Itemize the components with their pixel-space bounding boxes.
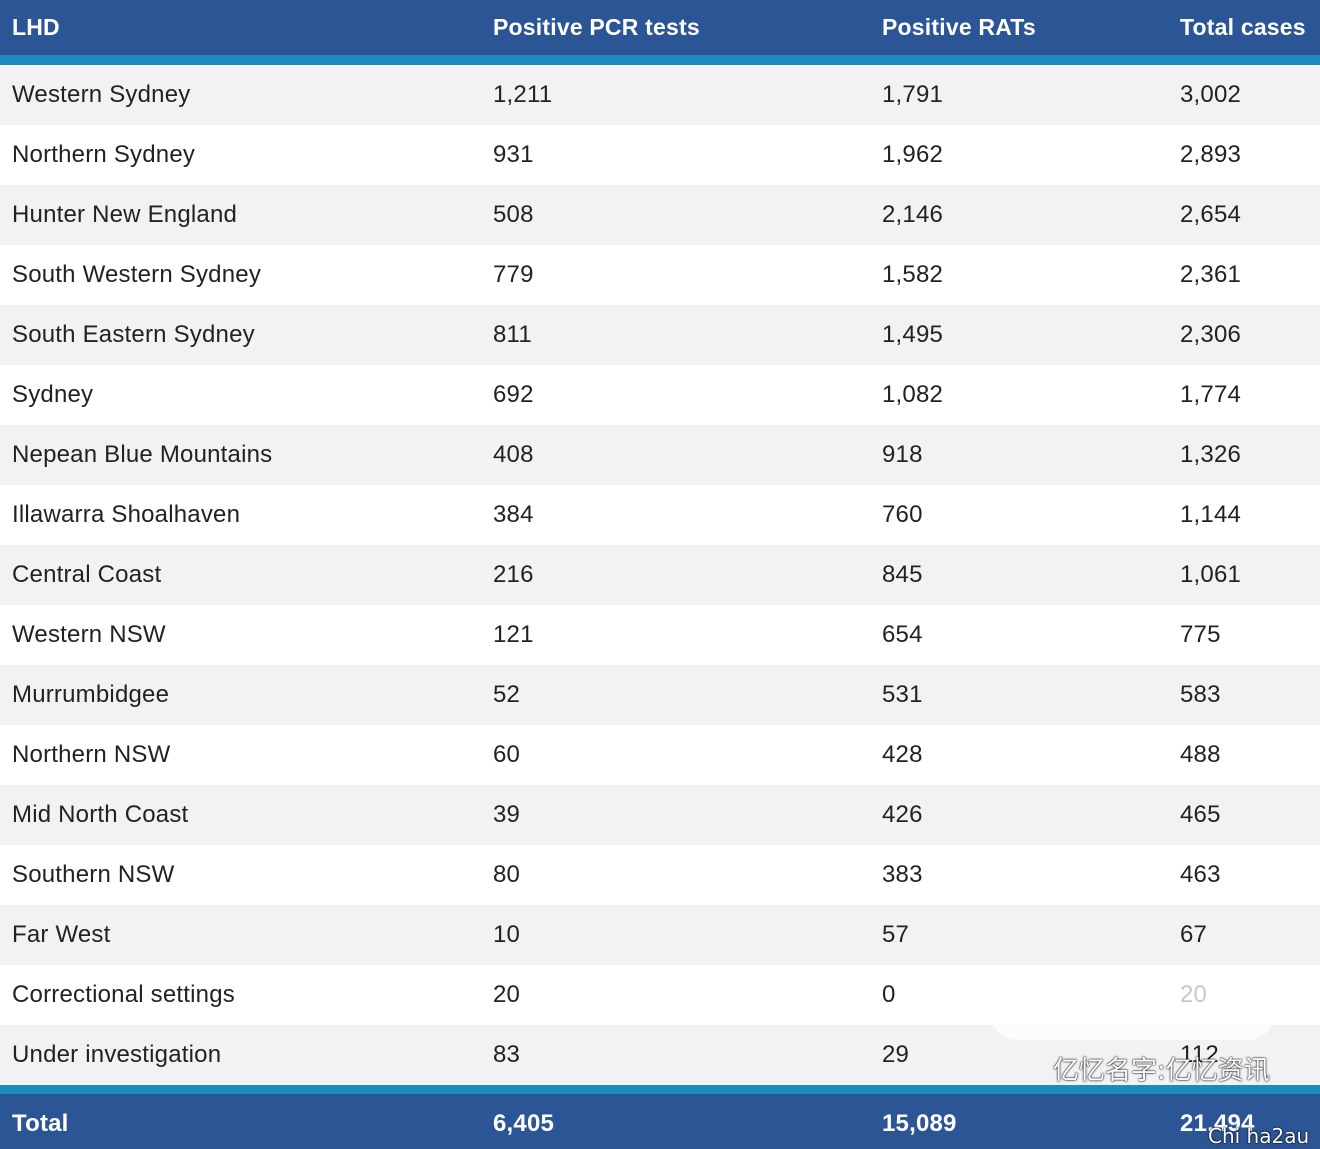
- row-pcr: 692: [493, 381, 534, 408]
- row-total: 2,361: [1180, 261, 1242, 288]
- row-lhd: Illawarra Shoalhaven: [12, 501, 241, 528]
- table-total-row: Total 6,405 15,089 21,494: [0, 1094, 1320, 1149]
- table-row: Western NSW 121 654 775: [0, 605, 1320, 665]
- row-lhd: Western Sydney: [12, 81, 191, 108]
- header-positive-pcr: Positive PCR tests: [493, 14, 700, 40]
- row-lhd: Murrumbidgee: [12, 681, 170, 708]
- row-lhd: Western NSW: [12, 621, 166, 648]
- table-row: Far West 10 57 67: [0, 905, 1320, 965]
- row-pcr: 384: [493, 501, 534, 528]
- table-row: Illawarra Shoalhaven 384 760 1,144: [0, 485, 1320, 545]
- table-row: Mid North Coast 39 426 465: [0, 785, 1320, 845]
- watermark-badge: [990, 985, 1275, 1040]
- row-lhd: Northern Sydney: [12, 141, 196, 168]
- table-row: South Western Sydney 779 1,582 2,361: [0, 245, 1320, 305]
- row-lhd: Hunter New England: [12, 201, 238, 228]
- row-rats: 428: [882, 741, 923, 768]
- row-pcr: 10: [493, 921, 521, 948]
- row-rats: 1,582: [882, 261, 944, 288]
- row-rats: 2,146: [882, 201, 944, 228]
- row-rats: 29: [882, 1041, 910, 1068]
- row-rats: 383: [882, 861, 923, 888]
- row-rats: 1,791: [882, 81, 944, 108]
- table-row: Murrumbidgee 52 531 583: [0, 665, 1320, 725]
- table-row: Sydney 692 1,082 1,774: [0, 365, 1320, 425]
- row-pcr: 216: [493, 561, 534, 588]
- table-row: Northern NSW 60 428 488: [0, 725, 1320, 785]
- row-rats: 57: [882, 921, 910, 948]
- row-total: 3,002: [1180, 81, 1242, 108]
- table-row: Western Sydney 1,211 1,791 3,002: [0, 65, 1320, 125]
- header-total-cases: Total cases: [1180, 14, 1306, 40]
- table-row: Hunter New England 508 2,146 2,654: [0, 185, 1320, 245]
- row-total: 2,893: [1180, 141, 1242, 168]
- row-total: 583: [1180, 681, 1221, 708]
- row-lhd: Sydney: [12, 381, 94, 408]
- table-row: Northern Sydney 931 1,962 2,893: [0, 125, 1320, 185]
- row-lhd: Southern NSW: [12, 861, 175, 888]
- row-rats: 1,495: [882, 321, 944, 348]
- header-lhd: LHD: [12, 14, 60, 40]
- row-lhd: Far West: [12, 921, 111, 948]
- row-pcr: 20: [493, 981, 521, 1008]
- watermark-text: 亿忆名字:亿忆资讯: [1053, 1056, 1270, 1086]
- row-rats: 531: [882, 681, 923, 708]
- row-lhd: Correctional settings: [12, 981, 235, 1008]
- row-rats: 654: [882, 621, 923, 648]
- row-total: 67: [1180, 921, 1208, 948]
- row-rats: 845: [882, 561, 923, 588]
- row-lhd: Northern NSW: [12, 741, 171, 768]
- row-pcr: 52: [493, 681, 521, 708]
- row-lhd: South Eastern Sydney: [12, 321, 255, 348]
- row-pcr: 779: [493, 261, 534, 288]
- row-rats: 760: [882, 501, 923, 528]
- row-pcr: 408: [493, 441, 534, 468]
- row-rats: 1,962: [882, 141, 944, 168]
- row-rats: 0: [882, 981, 896, 1008]
- row-pcr: 83: [493, 1041, 521, 1068]
- row-total: 1,326: [1180, 441, 1242, 468]
- row-pcr: 508: [493, 201, 534, 228]
- row-total: 2,306: [1180, 321, 1242, 348]
- header-positive-rats: Positive RATs: [882, 14, 1036, 40]
- table-row: Southern NSW 80 383 463: [0, 845, 1320, 905]
- row-pcr: 60: [493, 741, 521, 768]
- row-total: 463: [1180, 861, 1221, 888]
- row-total: 1,061: [1180, 561, 1242, 588]
- table-row: Central Coast 216 845 1,061: [0, 545, 1320, 605]
- table-row: South Eastern Sydney 811 1,495 2,306: [0, 305, 1320, 365]
- row-total: 465: [1180, 801, 1221, 828]
- row-pcr: 39: [493, 801, 521, 828]
- header-divider: [0, 55, 1320, 65]
- row-pcr: 80: [493, 861, 521, 888]
- row-pcr: 811: [493, 321, 532, 348]
- total-rats: 15,089: [882, 1110, 957, 1137]
- row-rats: 426: [882, 801, 923, 828]
- row-total: 2,654: [1180, 201, 1242, 228]
- row-total: 488: [1180, 741, 1221, 768]
- footer-divider: [0, 1085, 1320, 1094]
- table-row: Nepean Blue Mountains 408 918 1,326: [0, 425, 1320, 485]
- row-rats: 1,082: [882, 381, 944, 408]
- row-pcr: 1,211: [493, 81, 553, 108]
- row-lhd: Nepean Blue Mountains: [12, 441, 273, 468]
- row-total: 112: [1180, 1041, 1219, 1068]
- total-label: Total: [12, 1110, 69, 1137]
- row-lhd: South Western Sydney: [12, 261, 262, 288]
- row-lhd: Central Coast: [12, 561, 162, 588]
- watermark-subtext: Chi ha2au: [1208, 1124, 1310, 1148]
- table-header: LHD Positive PCR tests Positive RATs Tot…: [0, 0, 1320, 55]
- row-total: 1,774: [1180, 381, 1242, 408]
- row-total: 775: [1180, 621, 1221, 648]
- row-lhd: Mid North Coast: [12, 801, 189, 828]
- row-rats: 918: [882, 441, 923, 468]
- total-pcr: 6,405: [493, 1110, 555, 1137]
- row-lhd: Under investigation: [12, 1041, 222, 1068]
- total-cases: 21,494: [1180, 1110, 1255, 1137]
- row-pcr: 931: [493, 141, 534, 168]
- row-total: 1,144: [1180, 501, 1242, 528]
- row-pcr: 121: [493, 621, 534, 648]
